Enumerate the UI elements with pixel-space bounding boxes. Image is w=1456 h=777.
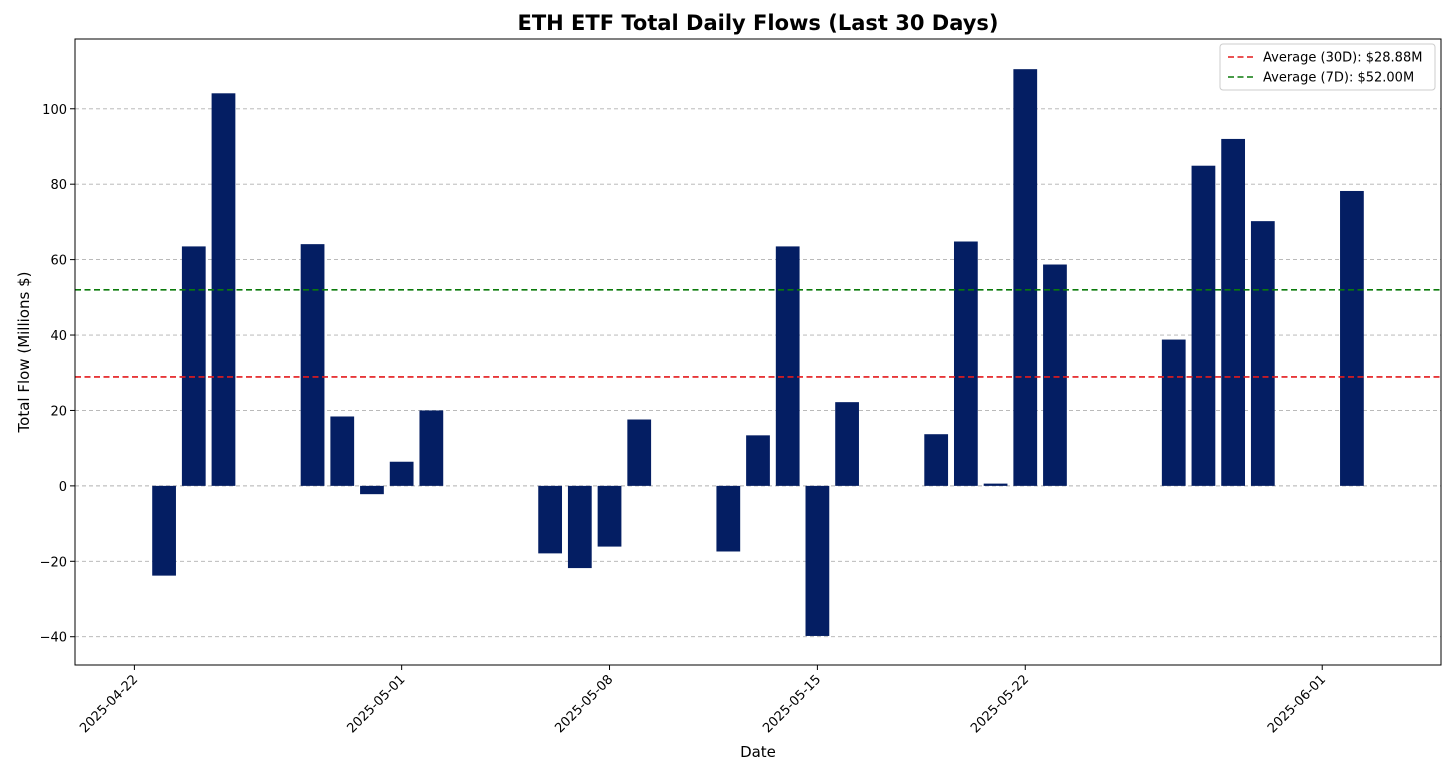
bar <box>181 246 206 486</box>
legend-label: Average (7D): $52.00M <box>1263 71 1414 86</box>
bar <box>300 244 325 486</box>
bar <box>1340 190 1364 486</box>
bar <box>597 485 622 547</box>
plot-frame <box>74 38 1442 666</box>
y-tick-label: 100 <box>42 103 67 118</box>
bar <box>1250 221 1275 486</box>
bar <box>746 435 770 486</box>
y-axis-label: Total Flow (Millions $) <box>15 272 33 434</box>
bar <box>953 241 978 486</box>
bar <box>1013 69 1038 486</box>
bar <box>627 419 652 486</box>
bar <box>538 485 563 554</box>
bar <box>835 402 859 486</box>
legend-label: Average (30D): $28.88M <box>1263 51 1422 66</box>
bar <box>775 246 800 486</box>
bar <box>1221 138 1246 486</box>
y-tick-label: 40 <box>50 329 67 344</box>
bar <box>1161 339 1186 486</box>
x-tick-label: 2025-06-01 <box>1265 672 1329 736</box>
bars <box>152 69 1364 636</box>
bar <box>152 485 176 576</box>
bar <box>924 434 949 486</box>
bar <box>360 485 384 495</box>
bar <box>419 410 444 486</box>
x-axis-ticks: 2025-04-22 2025-05-01 2025-05-08 2025-05-15… <box>77 665 1329 736</box>
bar <box>1191 165 1216 486</box>
x-tick-label: 2025-05-15 <box>760 672 824 736</box>
legend-box <box>1219 43 1436 91</box>
legend: Average (30D): $28.88M Average (7D): $52.… <box>1219 43 1436 91</box>
x-tick-label: 2025-05-08 <box>552 672 616 736</box>
chart-title: ETH ETF Total Daily Flows (Last 30 Days) <box>517 11 998 35</box>
bar <box>805 485 830 636</box>
y-tick-label: 20 <box>50 404 67 419</box>
x-tick-label: 2025-04-22 <box>77 672 141 736</box>
x-tick-label: 2025-05-01 <box>344 672 408 736</box>
bar <box>389 461 414 486</box>
x-axis-label: Date <box>740 743 776 761</box>
y-axis-ticks: −40 −20 0 20 40 60 80 100 <box>40 103 75 646</box>
bar <box>330 416 355 486</box>
bar <box>983 483 1008 486</box>
y-tick-label: −40 <box>40 631 67 646</box>
y-tick-label: 80 <box>50 178 67 193</box>
y-tick-label: 60 <box>50 254 67 269</box>
bar <box>1043 264 1067 486</box>
y-tick-label: −20 <box>40 555 67 570</box>
bar <box>567 485 592 569</box>
x-tick-label: 2025-05-22 <box>968 672 1032 736</box>
y-tick-label: 0 <box>59 480 67 495</box>
bar <box>716 485 741 552</box>
